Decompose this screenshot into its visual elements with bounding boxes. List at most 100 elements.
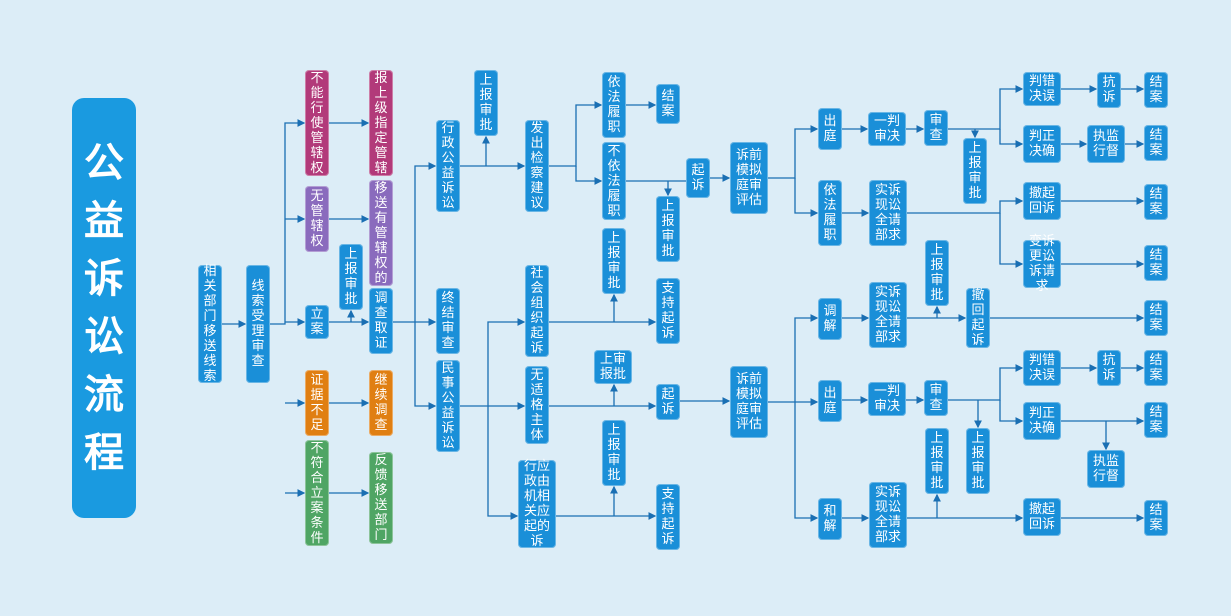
flow-node-n38: 结案 <box>1144 184 1168 220</box>
flow-node-n17: 上报审批 <box>474 70 498 136</box>
flow-node-label: 撤起回诉 <box>1029 186 1056 216</box>
flow-node-n49: 实诉现讼全请部求 <box>869 282 907 348</box>
flow-node-label: 依法履职 <box>823 183 837 243</box>
flow-node-label: 发出检察建议 <box>530 121 544 211</box>
flow-node-label: 出庭 <box>823 386 837 416</box>
flow-node-label: 上报审批 <box>930 431 944 491</box>
connector-line <box>575 166 603 185</box>
flow-node-n21: 结案 <box>656 84 680 124</box>
flow-node-n25: 出庭 <box>818 108 842 150</box>
connector-line <box>999 213 1024 268</box>
flow-node-n55: 审查 <box>924 380 948 416</box>
flow-node-n47: 诉前模拟庭审评估 <box>730 366 768 438</box>
flow-node-label: 和解 <box>823 504 837 534</box>
flow-node-n23: 起诉 <box>686 158 710 198</box>
flow-node-label: 出庭 <box>823 114 837 144</box>
flow-node-label: 上审报批 <box>600 352 627 382</box>
flow-node-label: 判错决误 <box>1029 353 1056 383</box>
flow-node-label: 上报审批 <box>930 243 944 303</box>
flow-node-n36: 实诉现讼全请部求 <box>869 180 907 246</box>
flow-node-label: 结案 <box>1149 303 1163 333</box>
flow-node-n60: 结案 <box>1144 402 1168 438</box>
flow-node-label: 上报审批 <box>968 141 982 201</box>
flow-node-n26: 依法履职 <box>818 180 842 246</box>
flow-node-n6: 移送有管辖权的 <box>369 180 393 286</box>
flow-node-label: 支持起诉 <box>661 487 675 547</box>
flow-node-n59: 判正决确 <box>1023 402 1061 440</box>
flow-node-n34: 执监行督 <box>1087 125 1125 163</box>
flow-node-n58: 结案 <box>1144 350 1168 386</box>
flow-node-label: 实诉现讼全请部求 <box>875 285 902 345</box>
flow-node-n63: 上报审批 <box>966 428 990 494</box>
flow-node-label: 结案 <box>1149 503 1163 533</box>
connector-line <box>794 178 819 217</box>
flow-node-n43: 支持起诉 <box>656 278 680 344</box>
flow-node-n62: 上报审批 <box>925 428 949 494</box>
flow-node-n70: 结案 <box>1144 500 1168 536</box>
flow-node-label: 上报审批 <box>607 423 621 483</box>
flow-node-label: 一判审决 <box>874 114 901 144</box>
flow-node-label: 变诉更讼诉请求 <box>1029 234 1056 294</box>
connector-line <box>768 125 819 179</box>
connector-line <box>549 101 603 167</box>
flow-node-n22: 上报审批 <box>656 196 680 262</box>
flow-node-label: 诉前模拟庭审评估 <box>736 372 763 432</box>
flow-node-n1: 相关部门移送线索 <box>198 264 222 384</box>
flow-node-label: 起诉 <box>661 387 675 417</box>
flow-node-n48: 调解 <box>818 298 842 340</box>
flow-node-label: 结案 <box>661 89 675 119</box>
flow-node-n12: 不符合立案条件 <box>305 440 329 546</box>
flow-node-label: 审查 <box>929 383 943 413</box>
flow-node-label: 行政公益诉讼 <box>441 121 455 211</box>
flow-node-n66: 支持起诉 <box>656 484 680 550</box>
flow-node-n10: 证据不足 <box>305 370 329 436</box>
flow-node-n37: 撤起回诉 <box>1023 182 1061 220</box>
flow-node-n14: 行政公益诉讼 <box>436 120 460 212</box>
flow-node-n7: 上报审批 <box>339 244 363 310</box>
flow-node-n54: 一判审决 <box>868 382 906 416</box>
flow-node-n19: 依法履职 <box>602 72 626 138</box>
flow-node-label: 报上级指定管辖 <box>374 70 388 176</box>
flow-node-label: 反馈移送部门 <box>374 453 388 543</box>
flow-node-n68: 实诉现讼全请部求 <box>869 482 907 548</box>
flow-node-n11: 继续调查 <box>369 370 393 436</box>
flow-node-n51: 撤回起诉 <box>966 288 990 348</box>
flow-node-n5: 无管辖权 <box>305 186 329 252</box>
flow-node-n27: 一判审决 <box>868 112 906 146</box>
flow-node-label: 不能行使管辖权 <box>310 70 324 176</box>
flow-node-label: 证据不足 <box>310 373 324 433</box>
flow-node-n18: 发出检察建议 <box>525 120 549 212</box>
flow-node-label: 上报审批 <box>661 199 675 259</box>
flow-node-label: 执监行督 <box>1093 454 1120 484</box>
flow-node-n30: 判错决误 <box>1023 72 1061 106</box>
flow-node-label: 上报审批 <box>971 431 985 491</box>
flow-node-label: 抗诉 <box>1102 75 1116 105</box>
flow-node-label: 结案 <box>1149 75 1163 105</box>
flow-node-n67: 和解 <box>818 498 842 540</box>
connector-line <box>270 119 306 325</box>
flow-node-label: 执监行督 <box>1093 129 1120 159</box>
flow-node-label: 一判审决 <box>874 384 901 414</box>
flow-node-n52: 结案 <box>1144 300 1168 336</box>
flow-node-label: 调查取证 <box>374 291 388 351</box>
flow-node-label: 终结审查 <box>441 291 455 351</box>
flow-node-n53: 出庭 <box>818 380 842 422</box>
flow-node-label: 撤起回诉 <box>1029 502 1056 532</box>
flow-node-label: 诉前模拟庭审评估 <box>736 148 763 208</box>
flow-node-label: 实诉现讼全请部求 <box>875 485 902 545</box>
flow-node-label: 实诉现讼全请部求 <box>875 183 902 243</box>
flow-node-n33: 判正决确 <box>1023 125 1061 163</box>
flow-node-n3: 不能行使管辖权 <box>305 70 329 176</box>
flow-node-n57: 抗诉 <box>1097 350 1121 386</box>
flow-node-n50: 上报审批 <box>925 240 949 306</box>
flow-node-n46: 起诉 <box>656 384 680 420</box>
flow-node-label: 结案 <box>1149 248 1163 278</box>
flow-node-n28: 审查 <box>924 110 948 146</box>
flow-node-label: 判正决确 <box>1029 129 1056 159</box>
flow-node-label: 结案 <box>1149 128 1163 158</box>
flow-node-n24: 诉前模拟庭审评估 <box>730 142 768 214</box>
flow-node-n32: 结案 <box>1144 72 1168 108</box>
flow-node-label: 抗诉 <box>1102 353 1116 383</box>
flow-node-label: 无管辖权 <box>310 189 324 249</box>
